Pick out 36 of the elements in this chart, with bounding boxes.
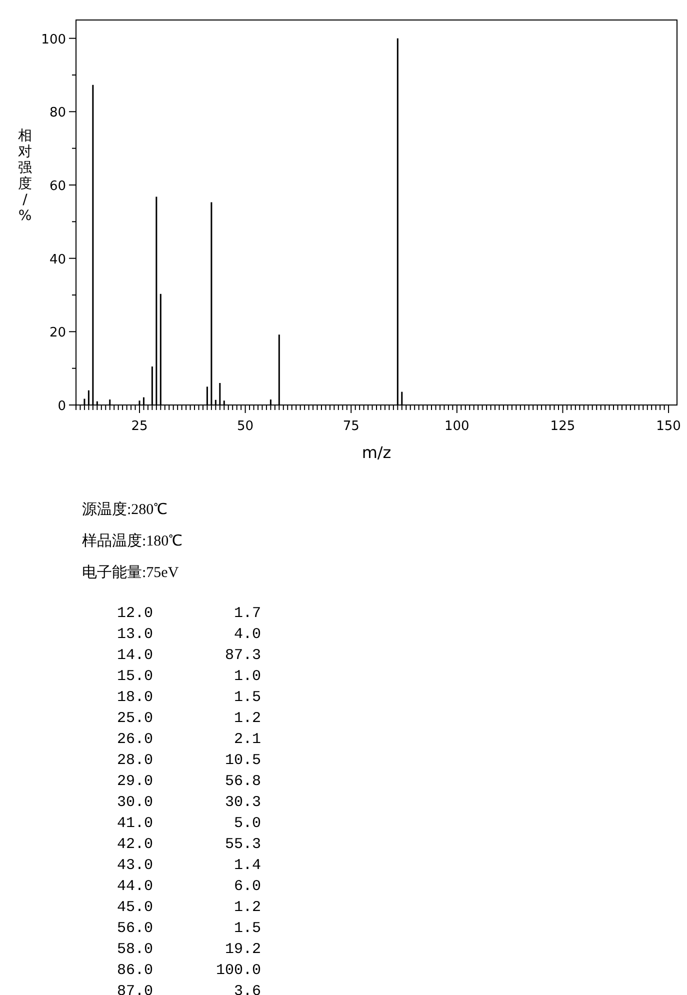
text: 样品温度:180℃ xyxy=(82,532,183,550)
x-tick-label: 150 xyxy=(656,419,681,434)
text: 13.0 4.0 xyxy=(117,626,262,643)
x-tick-label: 100 xyxy=(444,419,470,434)
x-tick-label: 75 xyxy=(342,419,360,434)
text: 25.0 1.2 xyxy=(117,710,262,727)
text: 28.0 10.5 xyxy=(117,752,262,769)
x-tick-label: 25 xyxy=(131,419,148,434)
x-tick-label: 125 xyxy=(550,419,576,434)
text: 45.0 1.2 xyxy=(117,899,262,916)
y-axis-title: 相对强度/% xyxy=(18,128,32,224)
text: 源温度:280℃ xyxy=(82,501,168,518)
text: 26.0 2.1 xyxy=(117,731,262,748)
text: 41.0 5.0 xyxy=(117,815,262,832)
y-tick-label: 60 xyxy=(49,179,66,194)
x-axis-title: m/z xyxy=(362,443,392,462)
y-tick-label: 0 xyxy=(58,399,66,414)
y-tick-label: 80 xyxy=(49,106,66,121)
text: 87.0 3.6 xyxy=(117,983,262,995)
y-tick-label: 20 xyxy=(49,326,66,341)
text: 30.0 30.3 xyxy=(117,794,262,811)
text: 58.0 19.2 xyxy=(117,941,262,958)
text: 44.0 6.0 xyxy=(117,878,262,895)
text: 43.0 1.4 xyxy=(117,857,262,874)
text: 18.0 1.5 xyxy=(117,689,262,706)
text: 29.0 56.8 xyxy=(117,773,262,790)
text: 12.0 1.7 xyxy=(117,605,262,622)
text: 15.0 1.0 xyxy=(117,668,262,685)
x-tick-label: 50 xyxy=(237,419,254,434)
text: 86.0 100.0 xyxy=(117,962,262,979)
y-tick-label: 40 xyxy=(49,252,66,268)
text: 14.0 87.3 xyxy=(117,647,262,664)
y-tick-label: 100 xyxy=(41,32,66,48)
text: 电子能量:75eV xyxy=(82,564,179,581)
text: 42.0 55.3 xyxy=(117,836,262,853)
text: 56.0 1.5 xyxy=(117,920,262,937)
